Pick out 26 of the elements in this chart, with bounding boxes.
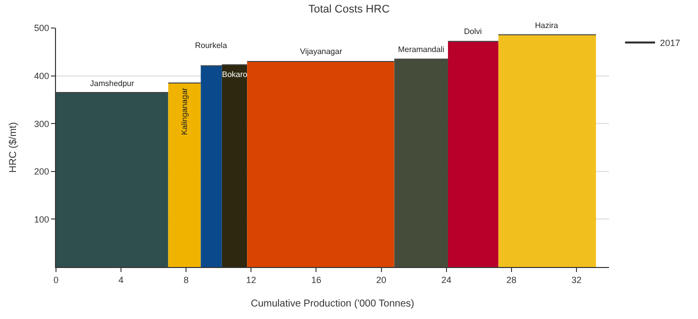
- text: Rourkela: [195, 41, 228, 50]
- y-axis-title: HRC ($/mt): [8, 122, 20, 173]
- x-tick-label: 12: [246, 274, 256, 285]
- x-tick-label: 28: [506, 274, 516, 285]
- x-tick-label: 20: [376, 274, 386, 285]
- series-label: Hazira: [535, 21, 559, 30]
- x-tick-label: 4: [118, 274, 124, 285]
- y-tick-label: 300: [34, 118, 50, 129]
- x-tick-label: 8: [184, 274, 189, 285]
- y-tick-label: 100: [34, 214, 50, 224]
- legend-title: 2017: [660, 38, 680, 48]
- series-label: Meramandali: [398, 45, 444, 54]
- y-tick-label: 500: [34, 23, 50, 34]
- series-label: Bokaro: [222, 70, 248, 79]
- y-tick-label: 200: [34, 166, 50, 177]
- x-tick-label: 24: [441, 274, 452, 285]
- y-tick-label: 400: [34, 70, 50, 81]
- x-axis-title: Cumulative Production ('000 Tonnes): [250, 298, 414, 310]
- series-label: Vijayanagar: [300, 47, 342, 56]
- chart-title: Total Costs HRC: [308, 3, 390, 16]
- x-tick-label: 16: [311, 274, 322, 285]
- series-label: Jamshedpur: [90, 79, 134, 88]
- series-label: Dolvi: [464, 27, 482, 36]
- x-tick-label: 32: [571, 274, 582, 285]
- series-label: Kalinganagar: [180, 87, 190, 135]
- x-tick-label: 0: [53, 274, 59, 285]
